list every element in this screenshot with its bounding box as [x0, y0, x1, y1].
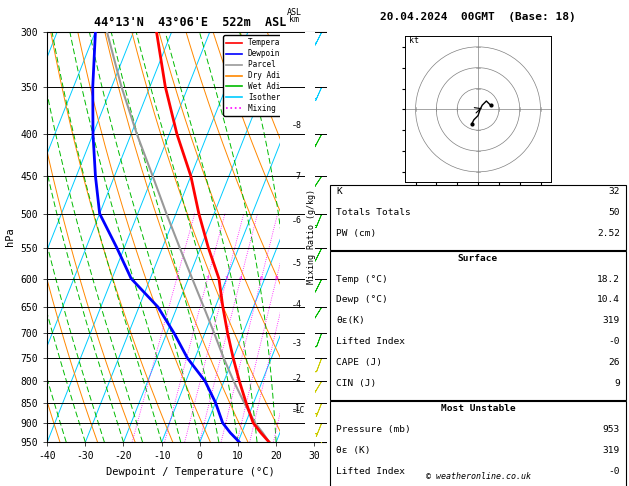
Text: 319: 319: [603, 316, 620, 326]
Text: Totals Totals: Totals Totals: [336, 208, 411, 217]
Text: 4: 4: [296, 300, 301, 310]
Text: 4: 4: [239, 276, 243, 281]
Text: Most Unstable: Most Unstable: [441, 404, 515, 413]
Text: 9: 9: [614, 379, 620, 388]
Text: 26: 26: [608, 358, 620, 367]
Y-axis label: hPa: hPa: [5, 227, 15, 246]
Text: 2.52: 2.52: [597, 229, 620, 238]
Text: 20: 20: [324, 276, 331, 281]
Text: kt: kt: [409, 35, 420, 45]
Text: Surface: Surface: [458, 254, 498, 263]
Text: Mixing Ratio (g/kg): Mixing Ratio (g/kg): [307, 190, 316, 284]
Text: 319: 319: [603, 446, 620, 455]
Text: Lifted Index: Lifted Index: [336, 467, 405, 476]
Text: 15: 15: [307, 276, 314, 281]
Text: 50: 50: [608, 208, 620, 217]
Text: © weatheronline.co.uk: © weatheronline.co.uk: [426, 472, 530, 481]
Text: -0: -0: [608, 337, 620, 347]
Text: 8: 8: [296, 121, 301, 130]
Text: 10: 10: [285, 276, 292, 281]
Text: Lifted Index: Lifted Index: [336, 337, 405, 347]
Text: 6: 6: [296, 216, 301, 225]
Bar: [330, 185, 626, 250]
Bar: [330, 401, 626, 486]
Text: θε(K): θε(K): [336, 316, 365, 326]
Text: Temp (°C): Temp (°C): [336, 275, 388, 284]
Text: 1: 1: [175, 276, 179, 281]
Text: 953: 953: [603, 425, 620, 434]
Text: -0: -0: [608, 467, 620, 476]
Text: Dewp (°C): Dewp (°C): [336, 295, 388, 305]
Text: 7: 7: [296, 172, 301, 180]
Text: 2: 2: [206, 276, 209, 281]
Text: LCL: LCL: [296, 406, 309, 416]
Text: 5: 5: [296, 260, 301, 268]
Text: 3: 3: [296, 339, 301, 348]
X-axis label: Dewpoint / Temperature (°C): Dewpoint / Temperature (°C): [106, 467, 275, 477]
Text: 32: 32: [608, 187, 620, 196]
Text: 2: 2: [296, 374, 301, 383]
Title: 44°13'N  43°06'E  522m  ASL: 44°13'N 43°06'E 522m ASL: [94, 16, 286, 29]
Text: 20.04.2024  00GMT  (Base: 18): 20.04.2024 00GMT (Base: 18): [380, 12, 576, 22]
Text: 6: 6: [259, 276, 263, 281]
Text: 8: 8: [274, 276, 278, 281]
Text: K: K: [336, 187, 342, 196]
Text: CIN (J): CIN (J): [336, 379, 376, 388]
Text: 3: 3: [225, 276, 228, 281]
Text: Pressure (mb): Pressure (mb): [336, 425, 411, 434]
Text: km: km: [289, 16, 299, 24]
Text: ASL: ASL: [287, 8, 301, 17]
Text: θε (K): θε (K): [336, 446, 370, 455]
Text: CAPE (J): CAPE (J): [336, 358, 382, 367]
Bar: [330, 251, 626, 400]
Text: PW (cm): PW (cm): [336, 229, 376, 238]
Text: 18.2: 18.2: [597, 275, 620, 284]
Legend: Temperature, Dewpoint, Parcel Trajectory, Dry Adiabat, Wet Adiabat, Isotherm, Mi: Temperature, Dewpoint, Parcel Trajectory…: [223, 35, 330, 116]
Text: 1: 1: [296, 404, 301, 414]
Text: 10.4: 10.4: [597, 295, 620, 305]
